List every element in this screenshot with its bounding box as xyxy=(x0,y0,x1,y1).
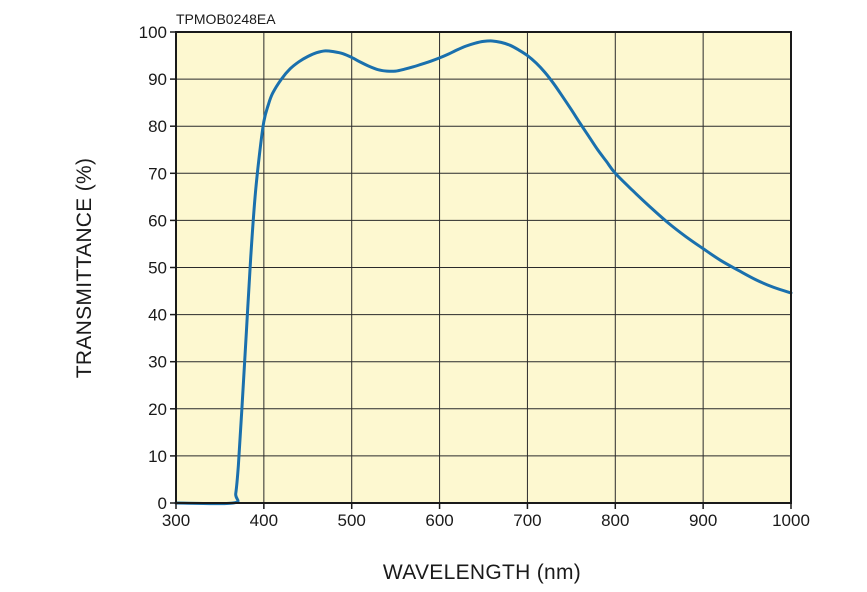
x-tick-label: 900 xyxy=(689,511,717,530)
series-line-transmittance xyxy=(174,39,793,506)
x-axis-ticks: 300 400 500 600 700 800 900 1000 xyxy=(162,503,810,530)
y-tick-label: 40 xyxy=(148,306,167,325)
x-tick-label: 300 xyxy=(162,511,190,530)
y-tick-label: 60 xyxy=(148,211,167,230)
x-tick-label: 1000 xyxy=(772,511,810,530)
y-tick-label: 50 xyxy=(148,259,167,278)
x-axis-title: WAVELENGTH (nm) xyxy=(383,561,581,584)
y-tick-label: 80 xyxy=(148,117,167,136)
y-tick-label: 100 xyxy=(139,23,167,42)
x-tick-label: 500 xyxy=(338,511,366,530)
series-layer xyxy=(174,39,793,506)
x-tick-label: 700 xyxy=(513,511,541,530)
y-tick-label: 30 xyxy=(148,353,167,372)
figure-code: TPMOB0248EA xyxy=(176,11,276,27)
y-tick-label: 10 xyxy=(148,447,167,466)
y-tick-label: 0 xyxy=(158,494,167,513)
grid xyxy=(176,32,791,503)
y-tick-label: 70 xyxy=(148,164,167,183)
x-tick-label: 600 xyxy=(425,511,453,530)
x-tick-label: 400 xyxy=(250,511,278,530)
y-axis-title: TRANSMITTANCE (%) xyxy=(73,158,96,379)
y-axis-ticks: 0 10 20 30 40 50 60 70 80 90 100 xyxy=(139,23,176,513)
x-tick-label: 800 xyxy=(601,511,629,530)
y-tick-label: 20 xyxy=(148,400,167,419)
y-tick-label: 90 xyxy=(148,70,167,89)
